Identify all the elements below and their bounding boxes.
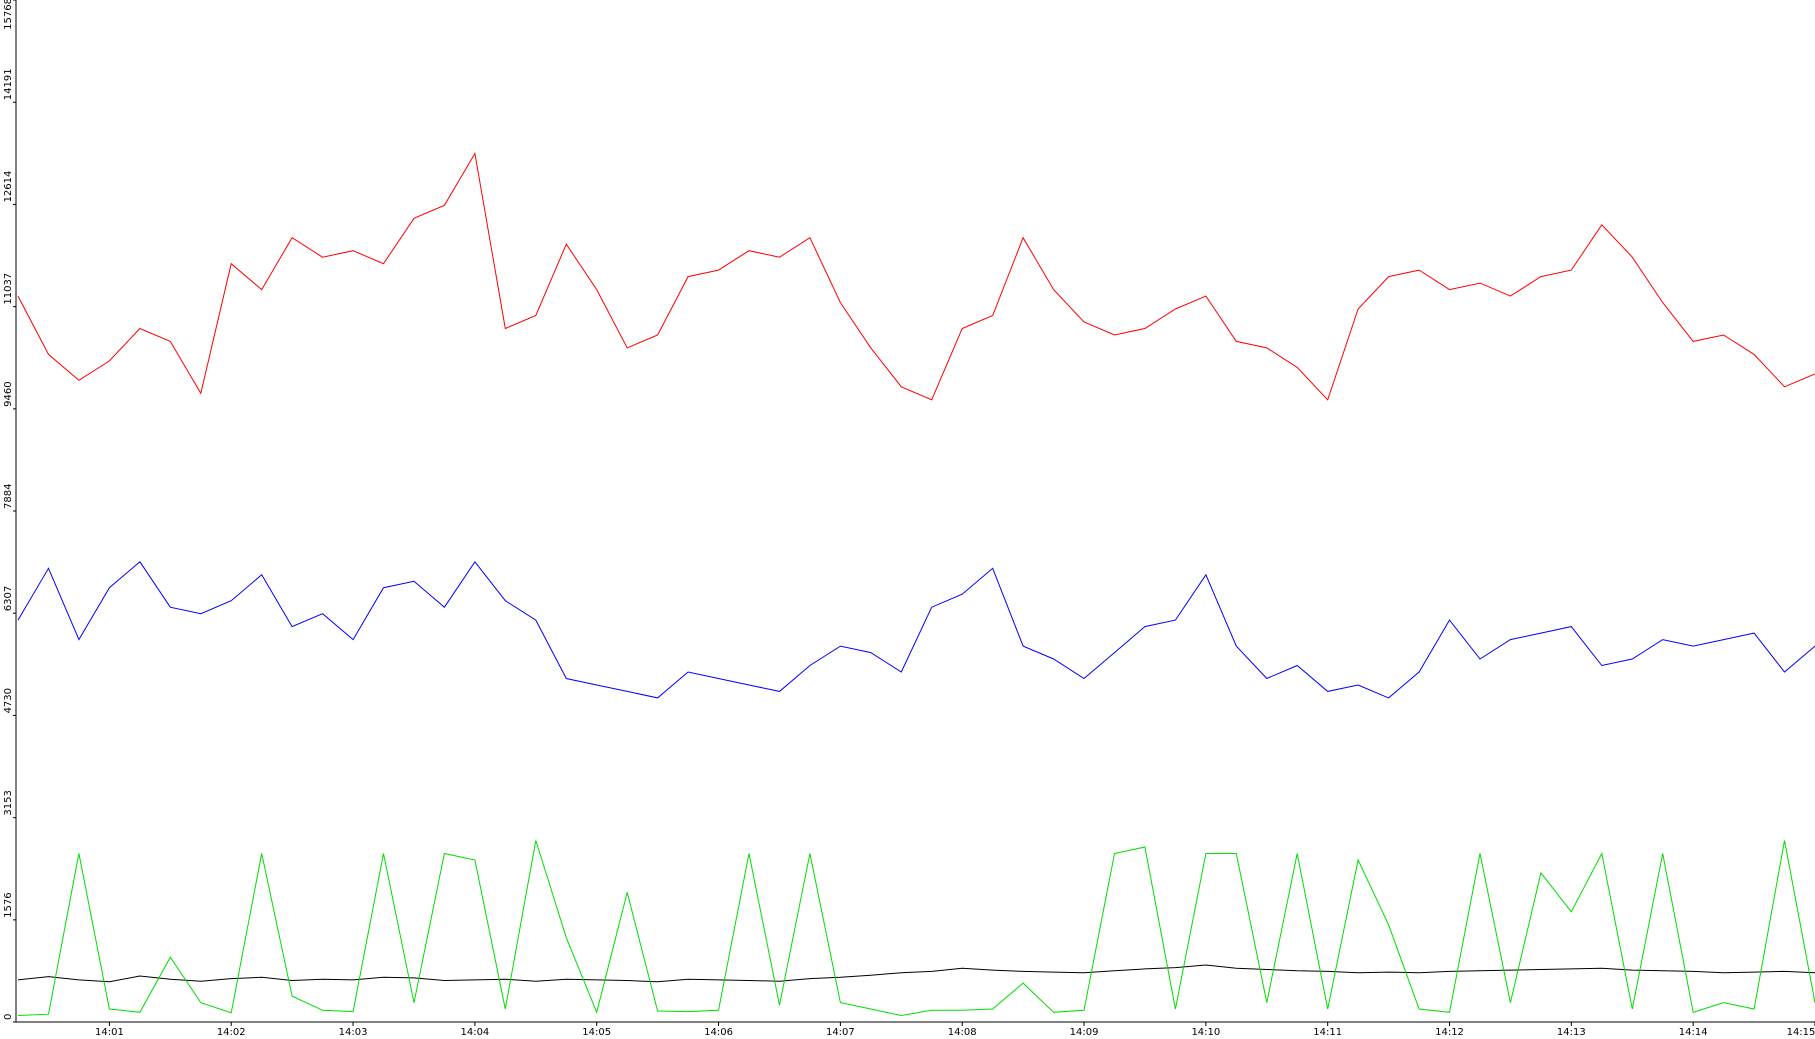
- x-tick-label: 14:07: [826, 1027, 855, 1038]
- x-tick-label: 14:09: [1070, 1027, 1099, 1038]
- y-tick-label: 6307: [3, 586, 14, 611]
- x-tick-label: 14:01: [95, 1027, 124, 1038]
- x-tick-labels: 14:01 14:02 14:03 14:04 14:05 14:06 14:07 14:08…: [95, 1022, 1815, 1038]
- x-tick-label: 14:02: [217, 1027, 246, 1038]
- y-tick-label: 9460: [3, 381, 14, 406]
- y-tick-label: 15768: [3, 0, 14, 30]
- series-group: [17, 152, 1815, 1017]
- x-tick-label: 14:13: [1557, 1027, 1586, 1038]
- y-tick-label: 14191: [3, 68, 14, 100]
- y-tick-label: 0: [3, 1014, 14, 1020]
- series-line-3: [17, 964, 1815, 983]
- x-tick-label: 14:06: [704, 1027, 733, 1038]
- x-tick-label: 14:10: [1191, 1027, 1220, 1038]
- x-tick-label: 14:08: [948, 1027, 977, 1038]
- x-tick-label: 14:12: [1435, 1027, 1464, 1038]
- x-tick-label: 14:05: [582, 1027, 611, 1038]
- x-tick-label: 14:04: [460, 1027, 489, 1038]
- x-tick-label: 14:15: [1787, 1027, 1815, 1038]
- y-tick-label: 3153: [3, 790, 14, 815]
- y-tick-labels: 0 1576 3153 4730 6307 7884 9460 11037 12614 14191…: [3, 0, 16, 1023]
- y-tick-label: 11037: [3, 273, 14, 305]
- x-tick-label: 14:14: [1679, 1027, 1708, 1038]
- y-tick-label: 4730: [3, 688, 14, 713]
- x-tick-label: 14:03: [339, 1027, 368, 1038]
- x-tick-label: 14:11: [1313, 1027, 1342, 1038]
- y-tick-label: 1576: [3, 892, 14, 917]
- y-tick-label: 7884: [3, 484, 14, 509]
- series-line-4: [17, 840, 1815, 1017]
- series-line-1: [17, 152, 1815, 401]
- y-tick-label: 12614: [3, 171, 14, 203]
- series-line-2: [17, 560, 1815, 699]
